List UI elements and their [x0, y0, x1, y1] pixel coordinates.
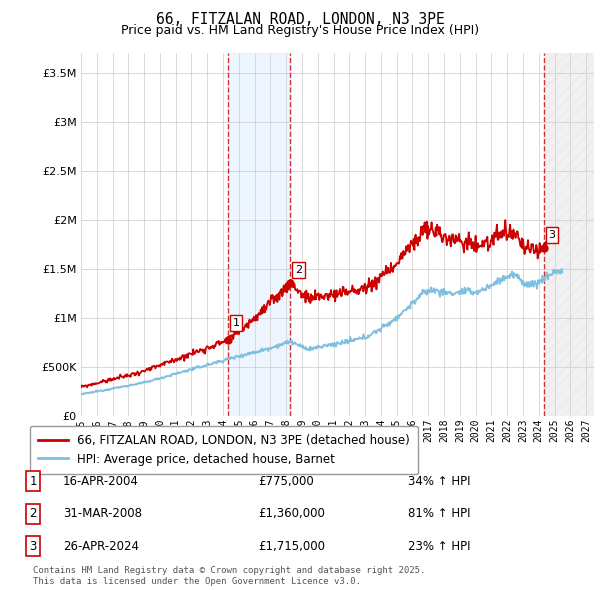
Text: 34% ↑ HPI: 34% ↑ HPI [408, 475, 470, 488]
Text: 66, FITZALAN ROAD, LONDON, N3 3PE: 66, FITZALAN ROAD, LONDON, N3 3PE [155, 12, 445, 27]
Text: 31-MAR-2008: 31-MAR-2008 [63, 507, 142, 520]
Bar [544, 53, 594, 416]
Text: 16-APR-2004: 16-APR-2004 [63, 475, 139, 488]
Text: £1,360,000: £1,360,000 [258, 507, 325, 520]
Text: 1: 1 [29, 475, 37, 488]
Bar [227, 53, 290, 416]
Text: 3: 3 [548, 230, 556, 240]
Text: £1,715,000: £1,715,000 [258, 540, 325, 553]
Legend: 66, FITZALAN ROAD, LONDON, N3 3PE (detached house), HPI: Average price, detached: 66, FITZALAN ROAD, LONDON, N3 3PE (detac… [30, 426, 418, 474]
Text: 2: 2 [29, 507, 37, 520]
Text: 2: 2 [295, 265, 302, 275]
Text: Contains HM Land Registry data © Crown copyright and database right 2025.
This d: Contains HM Land Registry data © Crown c… [33, 566, 425, 586]
Text: £775,000: £775,000 [258, 475, 314, 488]
Text: 23% ↑ HPI: 23% ↑ HPI [408, 540, 470, 553]
Text: 3: 3 [29, 540, 37, 553]
Text: 81% ↑ HPI: 81% ↑ HPI [408, 507, 470, 520]
Text: 26-APR-2024: 26-APR-2024 [63, 540, 139, 553]
Text: 1: 1 [232, 318, 239, 328]
Text: Price paid vs. HM Land Registry's House Price Index (HPI): Price paid vs. HM Land Registry's House … [121, 24, 479, 37]
